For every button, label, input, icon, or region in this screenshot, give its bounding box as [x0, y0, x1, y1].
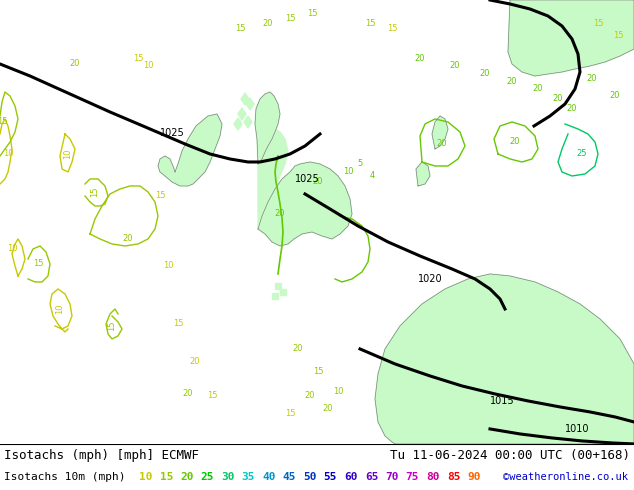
Polygon shape: [280, 289, 286, 295]
Text: 20: 20: [586, 74, 597, 83]
Text: 20: 20: [553, 95, 563, 103]
Text: 4: 4: [370, 172, 375, 180]
Text: 20: 20: [507, 77, 517, 87]
Text: 20: 20: [610, 92, 620, 100]
Polygon shape: [258, 129, 288, 229]
Text: 20: 20: [567, 104, 577, 114]
Text: 10: 10: [343, 168, 353, 176]
Text: 1020: 1020: [418, 274, 443, 284]
Text: 65: 65: [365, 472, 378, 482]
Text: 35: 35: [242, 472, 256, 482]
Text: 20: 20: [415, 54, 425, 64]
Text: 45: 45: [283, 472, 296, 482]
Text: 55: 55: [324, 472, 337, 482]
Text: 15: 15: [313, 368, 323, 376]
Text: 10: 10: [143, 61, 153, 71]
Text: 1025: 1025: [160, 128, 184, 138]
Text: 10: 10: [63, 149, 72, 159]
Text: 25: 25: [201, 472, 214, 482]
Text: 20: 20: [480, 70, 490, 78]
Text: ©weatheronline.co.uk: ©weatheronline.co.uk: [503, 472, 628, 482]
Text: 40: 40: [262, 472, 276, 482]
Text: Tu 11-06-2024 00:00 UTC (00+168): Tu 11-06-2024 00:00 UTC (00+168): [390, 449, 630, 463]
Text: 20: 20: [323, 404, 333, 414]
Text: 10: 10: [7, 245, 17, 253]
Polygon shape: [258, 162, 352, 246]
Polygon shape: [272, 293, 278, 299]
Polygon shape: [255, 92, 280, 164]
Polygon shape: [158, 114, 222, 186]
Polygon shape: [416, 162, 430, 186]
Text: 20: 20: [275, 209, 285, 219]
Text: 20: 20: [510, 138, 521, 147]
Text: 15: 15: [133, 54, 143, 64]
Text: 10: 10: [3, 149, 13, 158]
Text: 20: 20: [262, 20, 273, 28]
Polygon shape: [246, 98, 254, 110]
Text: 25: 25: [577, 149, 587, 158]
Text: 15: 15: [285, 15, 295, 24]
Text: 15: 15: [207, 392, 217, 400]
Polygon shape: [234, 118, 242, 130]
Text: 20: 20: [305, 392, 315, 400]
Text: 10: 10: [139, 472, 153, 482]
Polygon shape: [375, 274, 634, 444]
Text: 20: 20: [313, 177, 323, 187]
Polygon shape: [432, 116, 448, 149]
Text: 30: 30: [221, 472, 235, 482]
Text: 85: 85: [447, 472, 460, 482]
Text: 10: 10: [333, 388, 343, 396]
Polygon shape: [238, 108, 246, 120]
Text: 1025: 1025: [295, 174, 320, 184]
Text: 20: 20: [293, 344, 303, 353]
Text: 15: 15: [365, 20, 375, 28]
Text: 15: 15: [612, 31, 623, 41]
Text: 60: 60: [344, 472, 358, 482]
Text: 20: 20: [437, 140, 447, 148]
Text: 15: 15: [33, 260, 43, 269]
Text: 20: 20: [70, 59, 81, 69]
Text: 1010: 1010: [565, 424, 590, 434]
Text: 15: 15: [593, 20, 603, 28]
Text: 15: 15: [0, 118, 7, 126]
Text: 20: 20: [533, 84, 543, 94]
Text: 20: 20: [450, 61, 460, 71]
Text: Isotachs 10m (mph): Isotachs 10m (mph): [4, 472, 126, 482]
Text: 15: 15: [387, 24, 398, 33]
Text: 90: 90: [467, 472, 481, 482]
Text: 70: 70: [385, 472, 399, 482]
Text: 1015: 1015: [490, 396, 515, 406]
Polygon shape: [275, 283, 281, 289]
Text: 50: 50: [303, 472, 317, 482]
Text: 20: 20: [183, 390, 193, 398]
Polygon shape: [244, 116, 252, 128]
Text: 15: 15: [307, 9, 317, 19]
Text: Isotachs (mph) [mph] ECMWF: Isotachs (mph) [mph] ECMWF: [4, 449, 199, 463]
Text: 15: 15: [285, 410, 295, 418]
Text: 20: 20: [123, 235, 133, 244]
Text: 5: 5: [358, 159, 363, 169]
Text: 20: 20: [180, 472, 194, 482]
Text: 15: 15: [160, 472, 173, 482]
Text: 75: 75: [406, 472, 419, 482]
Text: 15: 15: [91, 187, 100, 197]
Text: 15: 15: [172, 319, 183, 328]
Text: 10: 10: [56, 304, 65, 314]
Text: 15: 15: [108, 321, 117, 331]
Polygon shape: [508, 0, 634, 76]
Text: 10: 10: [163, 262, 173, 270]
Text: 20: 20: [190, 357, 200, 367]
Polygon shape: [241, 93, 249, 105]
Text: 80: 80: [426, 472, 440, 482]
Text: 15: 15: [235, 24, 245, 33]
Text: 15: 15: [155, 192, 165, 200]
